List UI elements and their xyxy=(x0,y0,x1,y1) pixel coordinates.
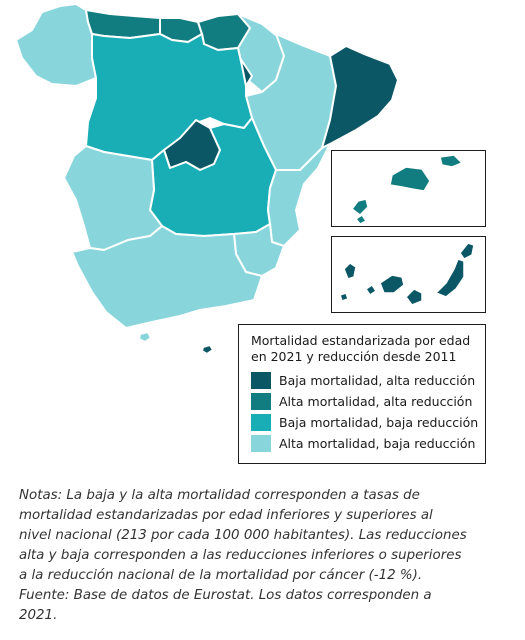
region-ceuta xyxy=(138,331,152,343)
region-canarias xyxy=(343,262,357,280)
balearic-islands-inset xyxy=(331,150,486,227)
notes-line: alta y baja corresponden a las reduccion… xyxy=(19,548,462,563)
region-melilla xyxy=(201,344,214,355)
region-extremadura xyxy=(63,145,163,251)
region-canarias xyxy=(365,284,377,296)
legend-label: Alta mortalidad, alta reducción xyxy=(279,394,473,409)
region-canarias xyxy=(459,242,475,260)
canary-islands-inset xyxy=(331,236,486,313)
legend-title: Mortalidad estandarizada por edad en 202… xyxy=(251,333,475,365)
notes-line: nivel nacional (213 por cada 100 000 hab… xyxy=(19,528,467,543)
region-islas-baleares xyxy=(389,166,431,192)
legend-title-line2: en 2021 y reducción desde 2011 xyxy=(251,349,457,364)
legend-swatch xyxy=(251,414,271,431)
legend-label: Baja mortalidad, baja reducción xyxy=(279,415,479,430)
legend-swatch xyxy=(251,393,271,410)
spain-map xyxy=(15,3,399,355)
region-andalucia xyxy=(71,225,263,329)
legend-label: Baja mortalidad, alta reducción xyxy=(279,373,476,388)
notes-line: mortalidad estandarizadas por edad infer… xyxy=(19,508,433,523)
notes-line: 2021. xyxy=(19,608,58,623)
legend-item-low-mortality-low-reduction: Baja mortalidad, baja reducción xyxy=(251,412,479,433)
region-canarias xyxy=(435,258,465,298)
legend-item-high-mortality-low-reduction: Alta mortalidad, baja reducción xyxy=(251,433,475,454)
region-asturias xyxy=(85,9,161,39)
map-legend: Mortalidad estandarizada por edad en 202… xyxy=(238,324,486,464)
notes: Notas: La baja y la alta mortalidad corr… xyxy=(19,486,499,626)
region-canarias xyxy=(405,288,423,306)
notes-line: Notas: La baja y la alta mortalidad corr… xyxy=(19,488,420,503)
region-islas-baleares xyxy=(439,154,463,168)
notes-line: a la reducción nacional de la mortalidad… xyxy=(19,568,423,583)
region-islas-baleares xyxy=(351,198,369,216)
region-islas-baleares xyxy=(355,214,367,225)
legend-item-high-mortality-high-reduction: Alta mortalidad, alta reducción xyxy=(251,391,475,412)
region-galicia xyxy=(15,3,97,87)
legend-title-line1: Mortalidad estandarizada por edad xyxy=(251,333,471,348)
legend-label: Alta mortalidad, baja reducción xyxy=(279,436,476,451)
notes-line: Fuente: Base de datos de Eurostat. Los d… xyxy=(19,588,432,603)
legend-item-low-mortality-high-reduction: Baja mortalidad, alta reducción xyxy=(251,370,475,391)
region-canarias xyxy=(379,274,405,294)
legend-swatch xyxy=(251,435,271,452)
region-canarias xyxy=(339,292,349,302)
region-cataluna xyxy=(321,45,399,149)
legend-swatch xyxy=(251,372,271,389)
